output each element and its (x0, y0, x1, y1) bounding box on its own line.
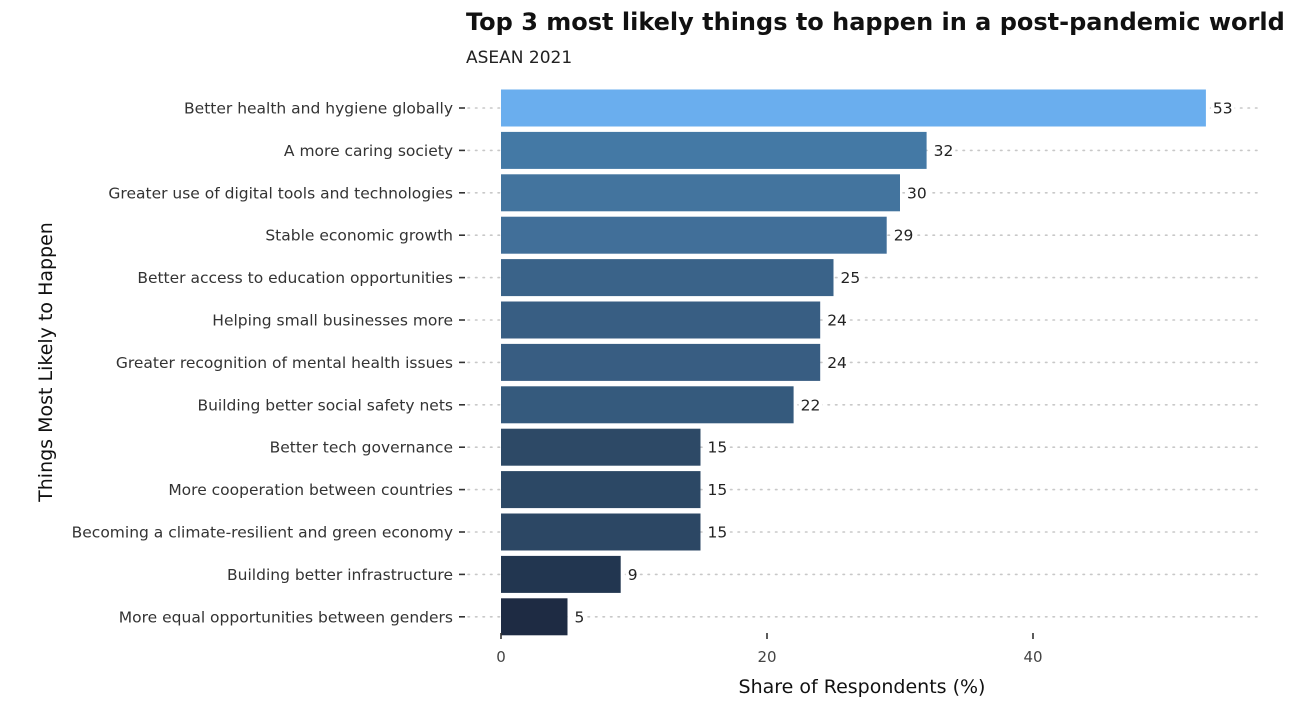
value-label-bg (825, 352, 849, 373)
value-label: 25 (841, 269, 861, 287)
value-label-bg (838, 267, 863, 288)
y-axis-title: Things Most Likely to Happen (35, 222, 57, 503)
category-label: A more caring society (284, 142, 453, 160)
value-label: 24 (827, 312, 847, 330)
value-label: 29 (894, 227, 914, 245)
bar (501, 89, 1206, 127)
value-label-bg (705, 479, 730, 500)
category-label: Better health and hygiene globally (184, 100, 453, 118)
bar (501, 216, 887, 254)
value-label-bg (572, 606, 587, 627)
category-label: Better tech governance (270, 439, 453, 457)
value-label-bg (931, 140, 956, 161)
chart-subtitle: ASEAN 2021 (466, 48, 573, 68)
value-labels: 53 32 30 29 25 24 24 22 15 15 15 9 5 (572, 98, 1235, 627)
value-label: 22 (801, 396, 821, 414)
category-label: More equal opportunities between genders (119, 608, 453, 626)
value-label-bg (705, 437, 730, 458)
bars (501, 89, 1206, 636)
bar (501, 131, 927, 169)
value-label-bg (891, 225, 916, 246)
category-label: Becoming a climate-resilient and green e… (72, 524, 453, 542)
category-labels: Better health and hygiene globally A more… (72, 100, 453, 627)
bar (501, 174, 900, 212)
value-label: 53 (1213, 100, 1233, 118)
x-tick-label: 40 (1023, 648, 1042, 666)
value-label: 5 (575, 608, 585, 626)
category-label: Greater recognition of mental health iss… (116, 354, 453, 372)
bar (501, 598, 568, 636)
value-label-bg (905, 182, 929, 203)
value-label-bg (1210, 98, 1235, 118)
value-label: 30 (907, 184, 927, 202)
bar (501, 343, 821, 381)
chart-title: Top 3 most likely things to happen in a … (466, 8, 1285, 36)
value-label: 32 (934, 142, 954, 160)
value-label-bg (798, 394, 823, 415)
bar (501, 428, 701, 466)
category-label: Greater use of digital tools and technol… (108, 184, 453, 202)
category-label: Building better social safety nets (197, 396, 453, 414)
value-label-bg (705, 522, 730, 542)
value-label: 9 (628, 566, 638, 584)
bar (501, 513, 701, 551)
category-label: Building better infrastructure (227, 566, 453, 584)
category-label: Helping small businesses more (212, 312, 453, 330)
value-label: 15 (708, 524, 728, 542)
value-label-bg (825, 310, 849, 330)
category-label: Stable economic growth (265, 227, 453, 245)
value-label-bg (625, 564, 640, 585)
value-label: 15 (708, 481, 728, 499)
bar (501, 471, 701, 509)
value-label: 15 (708, 439, 728, 457)
x-tick-label: 0 (496, 648, 506, 666)
bar (501, 555, 621, 593)
bar (501, 386, 794, 424)
value-label: 24 (827, 354, 847, 372)
x-axis-title: Share of Respondents (%) (739, 676, 986, 698)
category-label: More cooperation between countries (168, 481, 453, 499)
category-label: Better access to education opportunities (137, 269, 453, 287)
bar (501, 301, 821, 339)
bar (501, 259, 834, 297)
x-tick-label: 20 (757, 648, 776, 666)
x-axis: 0 20 40 (496, 633, 1043, 666)
